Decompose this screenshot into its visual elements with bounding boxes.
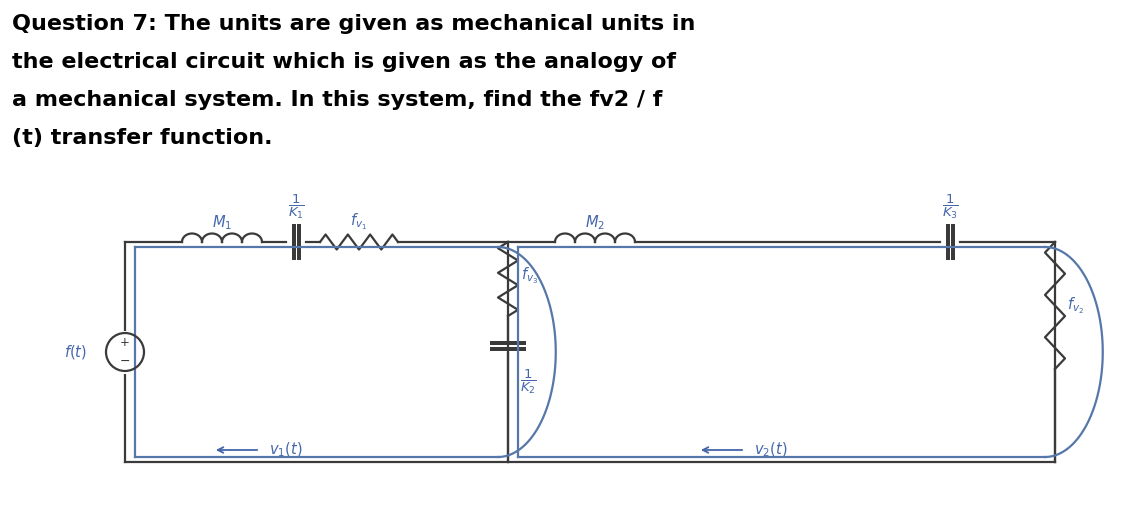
Text: $f_{v_1}$: $f_{v_1}$ [351, 211, 368, 232]
Text: $f_{v_3}$: $f_{v_3}$ [522, 265, 538, 286]
Text: $v_2(t)$: $v_2(t)$ [754, 441, 788, 459]
Text: $M_1$: $M_1$ [212, 213, 232, 232]
Text: $\dfrac{1}{K_1}$: $\dfrac{1}{K_1}$ [288, 193, 305, 221]
Text: $\dfrac{1}{K_2}$: $\dfrac{1}{K_2}$ [520, 368, 537, 396]
Text: −: − [120, 355, 130, 367]
Text: $M_2$: $M_2$ [584, 213, 605, 232]
Text: the electrical circuit which is given as the analogy of: the electrical circuit which is given as… [12, 52, 676, 72]
Text: $\dfrac{1}{K_3}$: $\dfrac{1}{K_3}$ [942, 193, 959, 221]
Text: (t) transfer function.: (t) transfer function. [12, 128, 272, 148]
Text: $f_{v_2}$: $f_{v_2}$ [1067, 295, 1084, 316]
Text: a mechanical system. In this system, find the fv2 / f: a mechanical system. In this system, fin… [12, 90, 662, 110]
Text: Question 7: The units are given as mechanical units in: Question 7: The units are given as mecha… [12, 14, 696, 34]
Text: $f(t)$: $f(t)$ [64, 343, 87, 361]
Text: +: + [120, 336, 130, 350]
Text: $v_1(t)$: $v_1(t)$ [269, 441, 302, 459]
